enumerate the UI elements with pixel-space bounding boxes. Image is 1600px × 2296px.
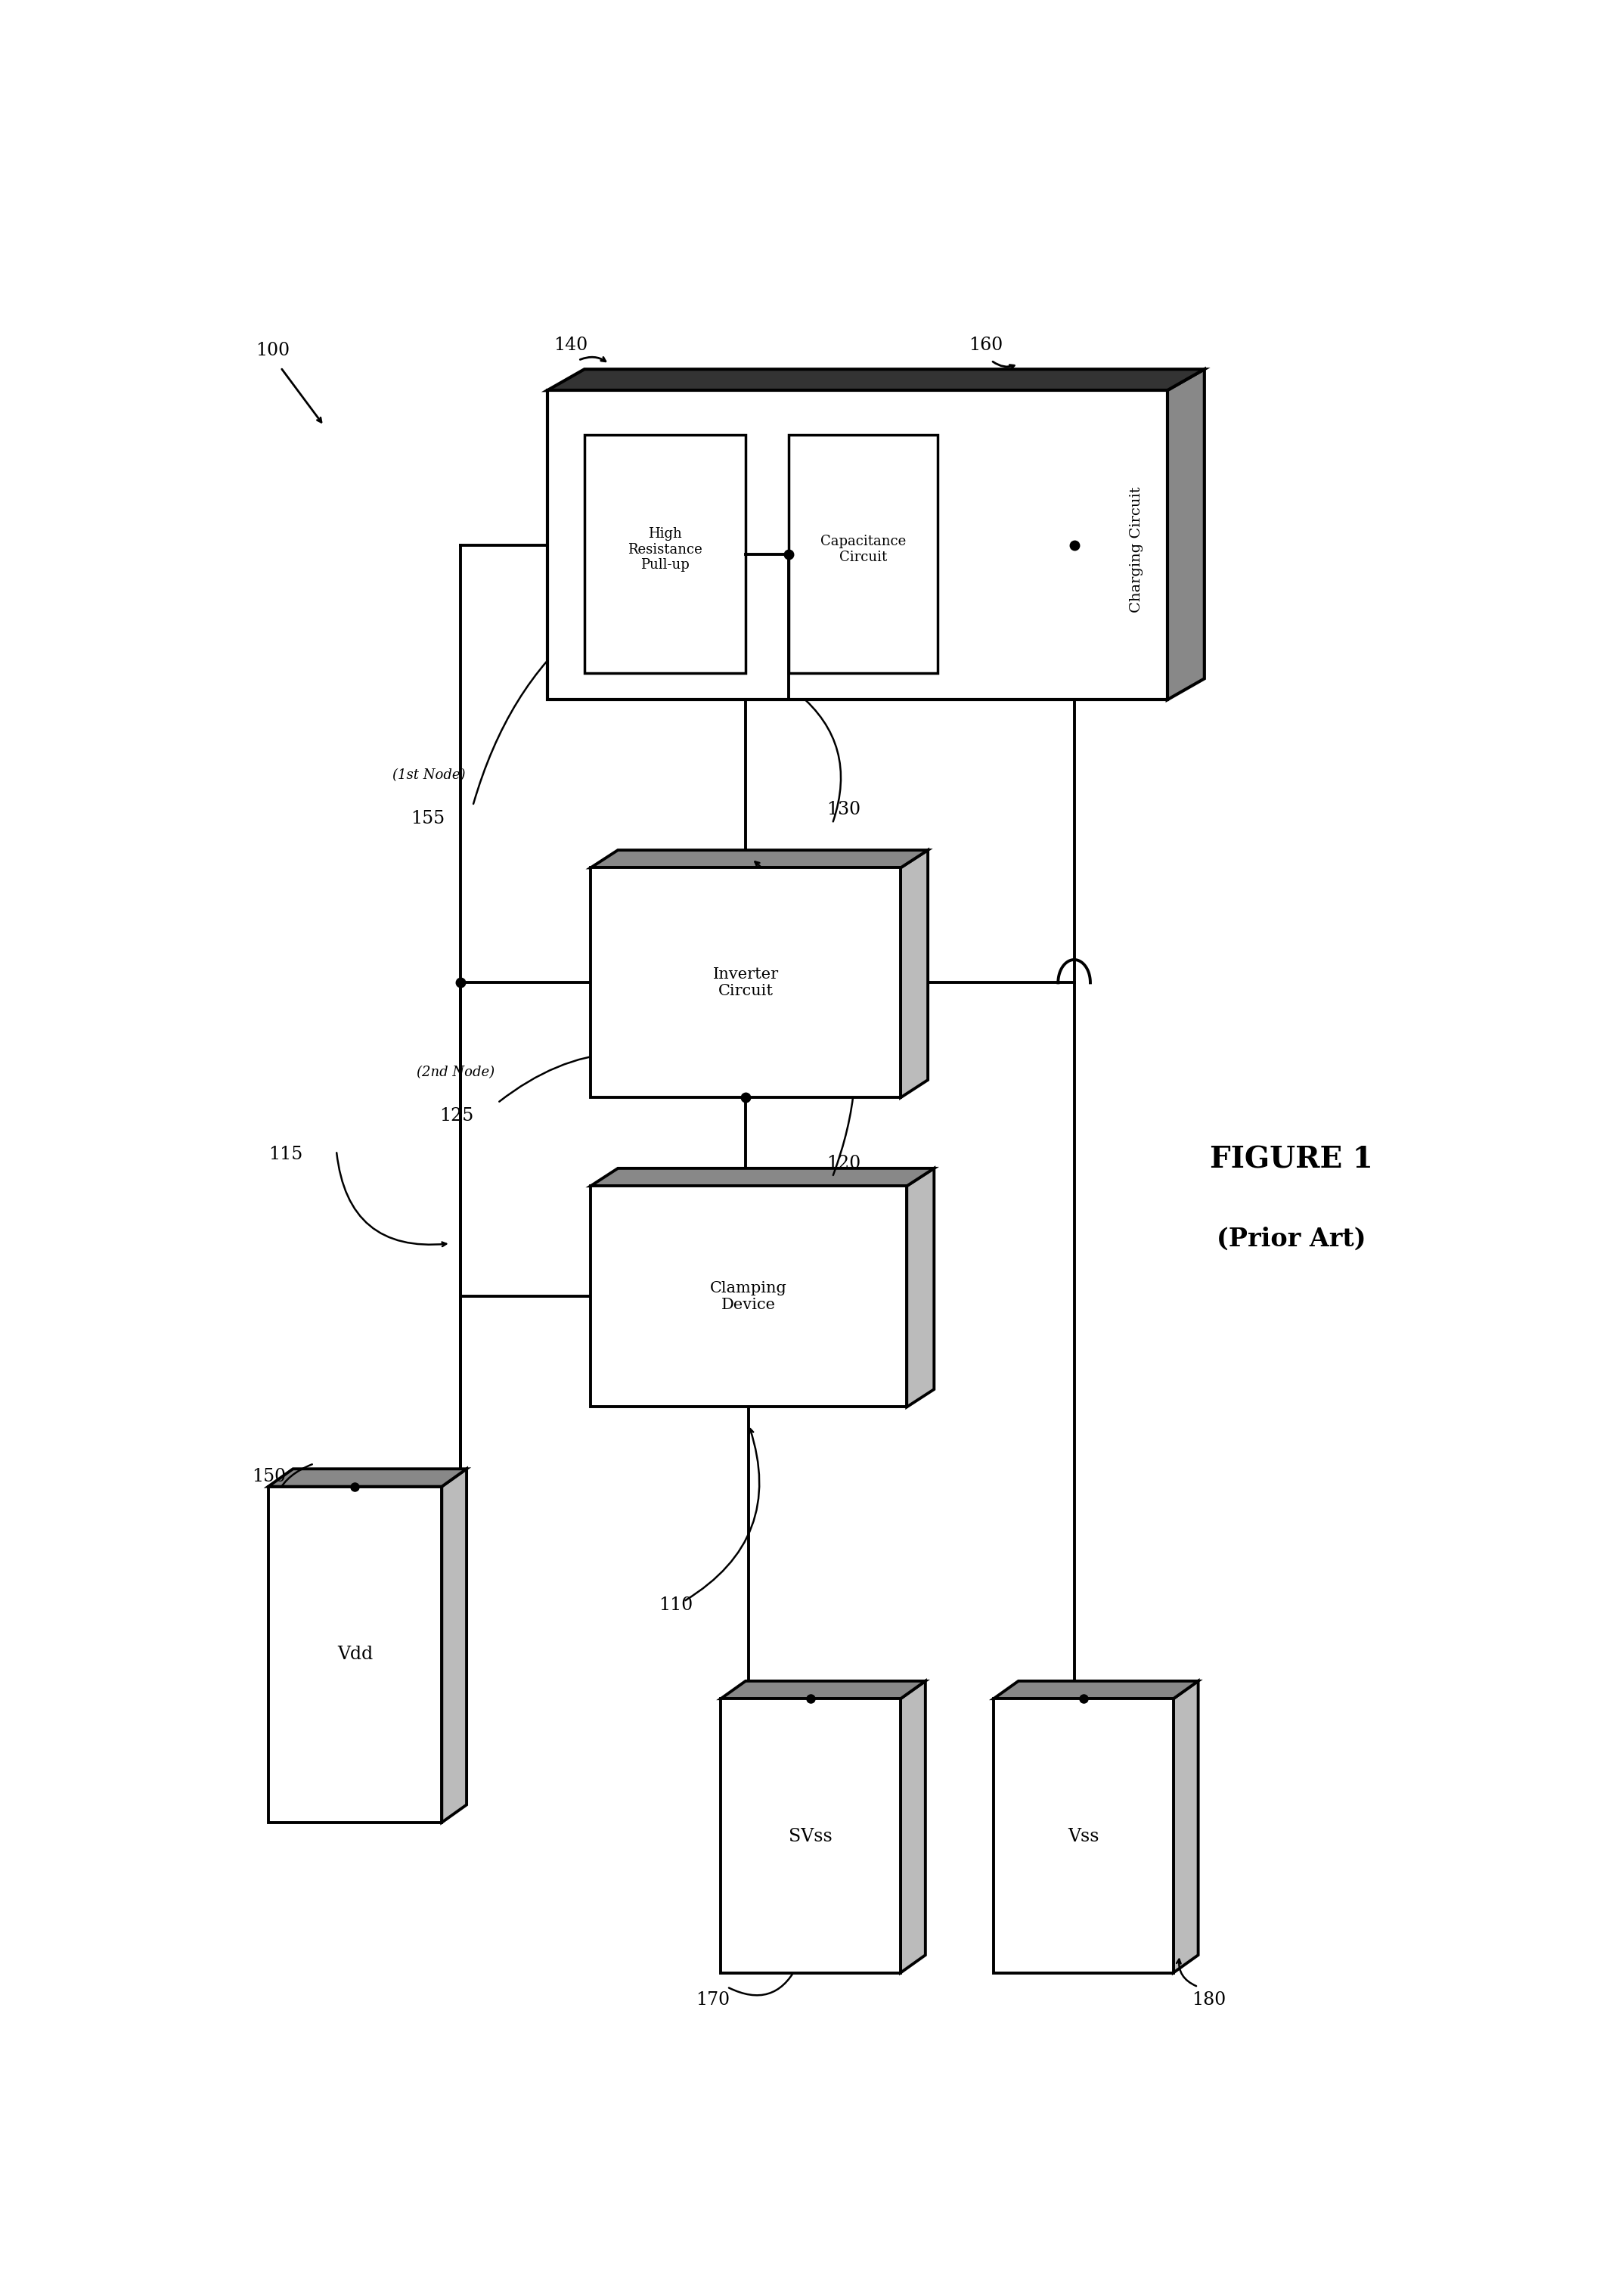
- Text: Vss: Vss: [1067, 1828, 1099, 1846]
- Polygon shape: [547, 370, 1205, 390]
- Text: 160: 160: [970, 335, 1003, 354]
- Text: High
Resistance
Pull-up: High Resistance Pull-up: [627, 528, 702, 572]
- Text: 125: 125: [440, 1107, 474, 1125]
- FancyBboxPatch shape: [994, 1699, 1173, 1972]
- Text: (Prior Art): (Prior Art): [1216, 1226, 1366, 1251]
- Text: Vdd: Vdd: [338, 1646, 373, 1662]
- Text: Charging Circuit: Charging Circuit: [1130, 487, 1142, 613]
- Text: Inverter
Circuit: Inverter Circuit: [712, 967, 779, 999]
- Text: 155: 155: [411, 810, 445, 827]
- Polygon shape: [442, 1469, 467, 1823]
- FancyBboxPatch shape: [584, 434, 746, 673]
- Text: 110: 110: [659, 1596, 693, 1614]
- FancyBboxPatch shape: [720, 1699, 901, 1972]
- Polygon shape: [994, 1681, 1198, 1699]
- FancyBboxPatch shape: [547, 390, 1168, 700]
- Text: 140: 140: [554, 335, 587, 354]
- Text: (2nd Node): (2nd Node): [418, 1065, 494, 1079]
- Polygon shape: [901, 850, 928, 1097]
- Text: 100: 100: [256, 342, 290, 358]
- Text: 180: 180: [1192, 1991, 1226, 2009]
- Polygon shape: [269, 1469, 467, 1486]
- FancyBboxPatch shape: [789, 434, 938, 673]
- Text: FIGURE 1: FIGURE 1: [1210, 1146, 1373, 1173]
- Text: Capacitance
Circuit: Capacitance Circuit: [821, 535, 906, 565]
- Polygon shape: [590, 1169, 934, 1187]
- Polygon shape: [590, 850, 928, 868]
- Polygon shape: [1173, 1681, 1198, 1972]
- FancyBboxPatch shape: [590, 1187, 907, 1407]
- Text: Clamping
Device: Clamping Device: [710, 1281, 787, 1311]
- Text: 150: 150: [253, 1467, 286, 1486]
- Polygon shape: [907, 1169, 934, 1407]
- Text: (1st Node): (1st Node): [392, 769, 466, 783]
- Text: 115: 115: [269, 1146, 302, 1164]
- Polygon shape: [720, 1681, 925, 1699]
- FancyBboxPatch shape: [269, 1486, 442, 1823]
- Polygon shape: [901, 1681, 925, 1972]
- Text: 130: 130: [826, 801, 861, 817]
- Text: SVss: SVss: [789, 1828, 832, 1846]
- Text: 170: 170: [696, 1991, 730, 2009]
- Text: 120: 120: [826, 1155, 861, 1171]
- Polygon shape: [1168, 370, 1205, 700]
- FancyBboxPatch shape: [590, 868, 901, 1097]
